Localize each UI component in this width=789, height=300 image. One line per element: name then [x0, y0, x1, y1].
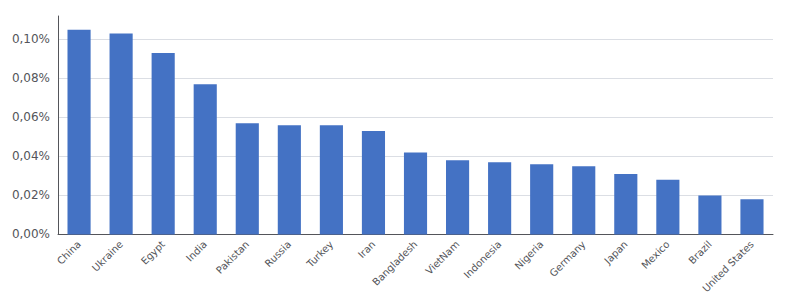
svg-text:Russia: Russia [263, 239, 293, 269]
svg-text:Pakistan: Pakistan [214, 239, 251, 276]
svg-text:0,04%: 0,04% [12, 149, 50, 163]
svg-text:Japan: Japan [602, 239, 630, 267]
svg-text:Indonesia: Indonesia [462, 239, 504, 281]
svg-text:VietNam: VietNam [423, 239, 461, 277]
svg-text:Turkey: Turkey [304, 239, 336, 271]
svg-text:0,06%: 0,06% [12, 110, 50, 124]
svg-text:Egypt: Egypt [139, 239, 167, 267]
svg-text:Germany: Germany [547, 239, 587, 279]
svg-text:Brazil: Brazil [686, 239, 713, 266]
svg-text:0,10%: 0,10% [12, 32, 50, 46]
svg-text:Ukraine: Ukraine [90, 239, 125, 274]
svg-text:Mexico: Mexico [639, 239, 671, 271]
svg-text:0,08%: 0,08% [12, 71, 50, 85]
svg-text:Bangladesh: Bangladesh [370, 239, 419, 288]
svg-text:Nigeria: Nigeria [513, 239, 546, 272]
svg-text:United States: United States [700, 239, 756, 295]
svg-text:China: China [55, 239, 83, 267]
svg-text:Iran: Iran [356, 239, 378, 261]
svg-text:0,02%: 0,02% [12, 188, 50, 202]
svg-text:0,00%: 0,00% [12, 227, 50, 241]
svg-text:India: India [184, 239, 209, 264]
